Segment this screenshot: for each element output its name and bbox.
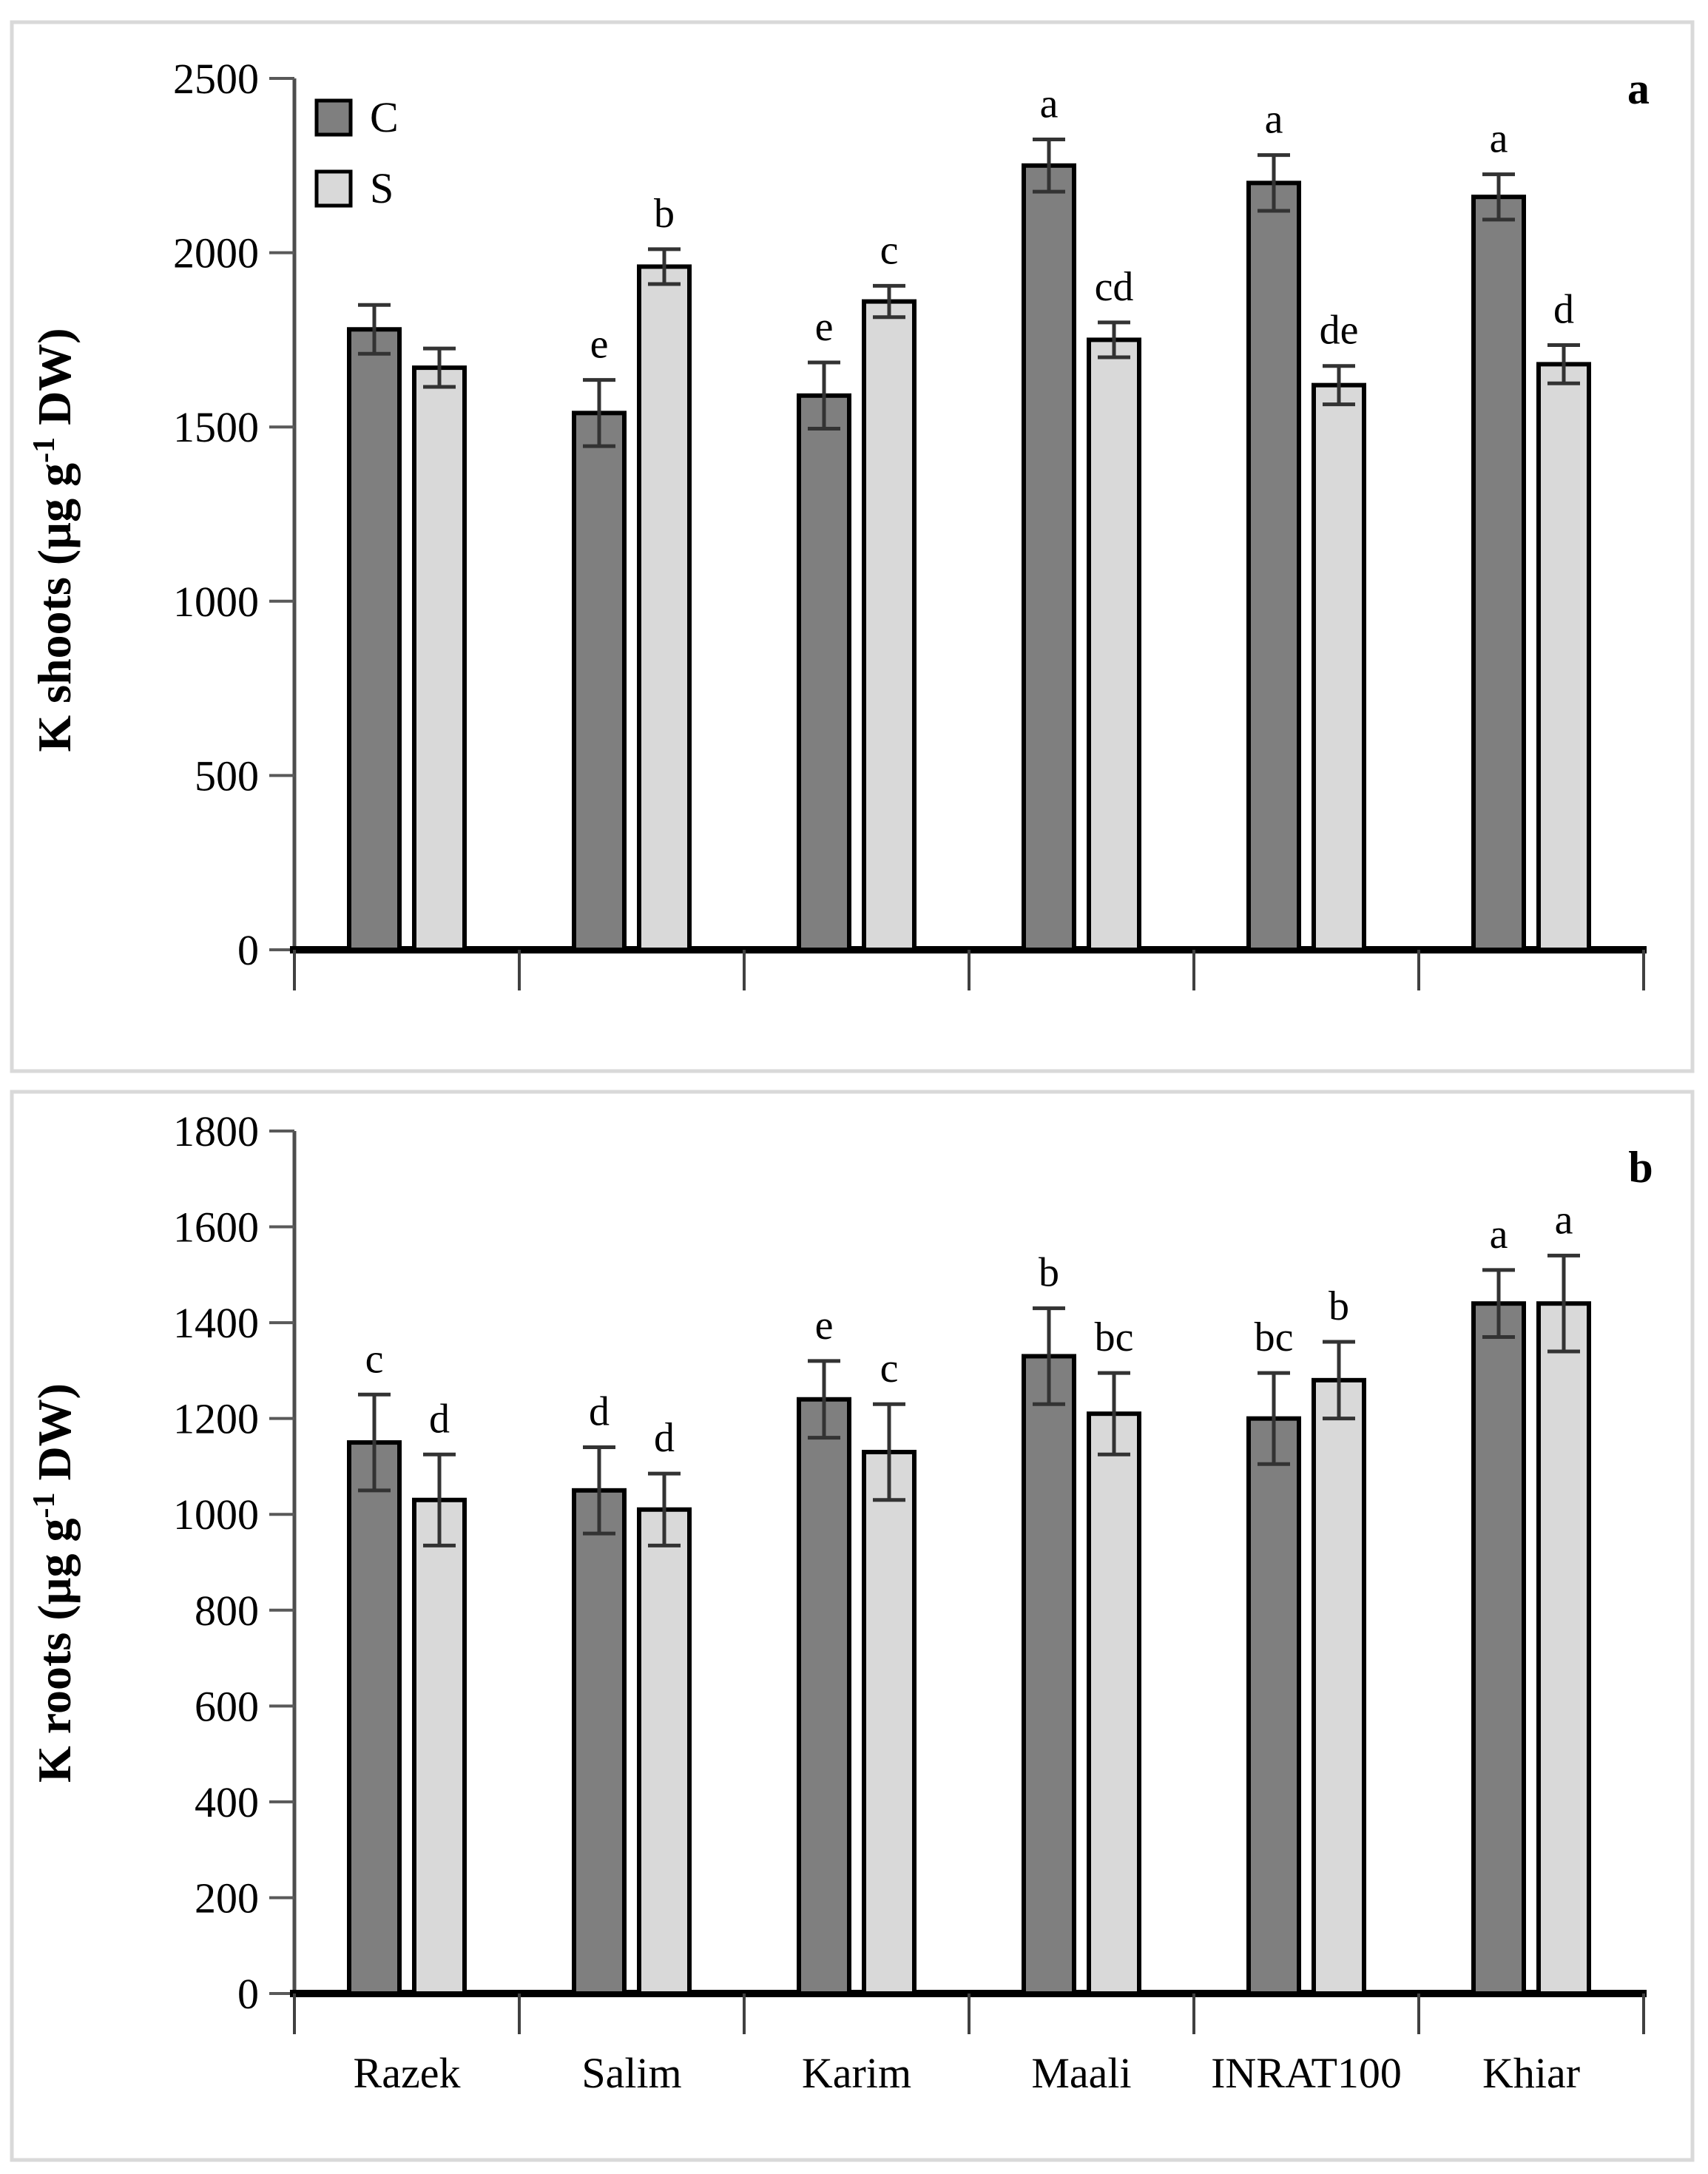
bar-C-Salim (572, 411, 627, 952)
bar-S-Razek (412, 1497, 467, 1996)
y-axis-title: K roots (µg g-1 DW) (27, 1383, 81, 1783)
bar-C-Razek (347, 327, 402, 953)
bar-C-Razek (347, 1440, 402, 1996)
category-label-Karim: Karim (802, 2049, 911, 2097)
y-tick-label: 800 (195, 1587, 259, 1635)
significance-letter-S-Maali: cd (1095, 264, 1134, 310)
bar-C-Karim (797, 393, 851, 952)
significance-letter-S-Maali: bc (1095, 1314, 1134, 1360)
significance-letter-S-Salim: d (654, 1415, 675, 1461)
bar-S-Khiar (1536, 362, 1591, 953)
y-tick-label: 500 (195, 752, 259, 800)
panel-a-frame (10, 20, 1695, 1073)
bar-S-Maali (1087, 1411, 1141, 1996)
significance-letter-S-INRAT100: de (1320, 308, 1359, 354)
significance-letter-C-Salim: d (589, 1389, 610, 1435)
y-tick-label: 1600 (173, 1204, 259, 1252)
bar-C-Karim (797, 1397, 851, 1996)
significance-letter-S-INRAT100: b (1329, 1283, 1349, 1329)
y-tick-label: 600 (195, 1682, 259, 1730)
legend-label-S: S (370, 164, 394, 212)
bar-C-Khiar (1471, 1301, 1526, 1996)
significance-letter-C-INRAT100: bc (1255, 1314, 1294, 1360)
legend-swatch-S (314, 169, 353, 208)
legend-swatch-C (314, 98, 353, 137)
panel-a-label: a (1627, 64, 1650, 113)
bar-C-INRAT100 (1246, 180, 1301, 953)
y-tick-label: 200 (195, 1874, 259, 1922)
bar-C-Salim (572, 1488, 627, 1996)
y-tick-label: 2000 (173, 229, 259, 277)
y-tick-label: 1000 (173, 578, 259, 626)
y-tick-label: 2500 (173, 55, 259, 103)
bar-S-Salim (637, 1507, 692, 1996)
y-tick-label: 0 (237, 926, 259, 974)
significance-letter-C-Khiar: a (1490, 1212, 1508, 1258)
y-tick-label: 0 (237, 1970, 259, 2018)
panel-b-frame (10, 1090, 1695, 2162)
bar-C-Khiar (1471, 195, 1526, 952)
y-tick-label: 1400 (173, 1299, 259, 1347)
bar-S-Karim (862, 1450, 917, 1996)
bar-C-Maali (1022, 163, 1076, 952)
y-tick-label: 1500 (173, 403, 259, 451)
significance-letter-C-Khiar: a (1490, 116, 1508, 162)
chart-a: 0 500 1000 1500 2000 2500 e e a a a b c cd de d CS K shoo… (27, 55, 1647, 990)
significance-letter-C-Karim: e (815, 304, 834, 350)
y-tick-label: 1000 (173, 1491, 259, 1539)
category-label-Maali: Maali (1031, 2049, 1131, 2097)
significance-letter-C-Maali: a (1040, 81, 1059, 126)
y-tick-label: 400 (195, 1778, 259, 1826)
significance-letter-S-Khiar: d (1553, 286, 1574, 332)
bar-C-INRAT100 (1246, 1416, 1301, 1996)
significance-letter-C-INRAT100: a (1265, 97, 1283, 143)
significance-letter-C-Salim: e (590, 322, 609, 368)
significance-letter-S-Khiar: a (1555, 1197, 1573, 1243)
bar-S-Razek (412, 365, 467, 952)
legend-label-C: C (370, 93, 399, 141)
chart-b: 020040060080010001200140016001800cdebbca… (27, 1107, 1647, 2097)
bar-S-Salim (637, 264, 692, 952)
bar-S-Karim (862, 299, 917, 952)
bar-S-Khiar (1536, 1301, 1591, 1996)
bar-C-Maali (1022, 1354, 1076, 1996)
significance-letter-S-Karim: c (880, 227, 899, 273)
bar-S-INRAT100 (1312, 382, 1366, 952)
bar-S-Maali (1087, 337, 1141, 952)
significance-letter-S-Razek: d (429, 1396, 450, 1442)
panel-b-label: b (1628, 1143, 1653, 1192)
category-label-Khiar: Khiar (1482, 2049, 1580, 2097)
category-label-INRAT100: INRAT100 (1211, 2049, 1402, 2097)
significance-letter-S-Karim: c (880, 1346, 899, 1391)
y-axis-title: K shoots (µg g-1 DW) (27, 328, 81, 752)
significance-letter-C-Karim: e (815, 1303, 834, 1348)
y-tick-label: 1200 (173, 1395, 259, 1443)
y-tick-label: 1800 (173, 1107, 259, 1155)
category-label-Salim: Salim (581, 2049, 681, 2097)
significance-letter-C-Maali: b (1039, 1250, 1059, 1296)
significance-letter-S-Salim: b (654, 191, 675, 237)
significance-letter-C-Razek: c (365, 1336, 384, 1382)
category-label-Razek: Razek (354, 2049, 461, 2097)
bar-S-INRAT100 (1312, 1377, 1366, 1996)
